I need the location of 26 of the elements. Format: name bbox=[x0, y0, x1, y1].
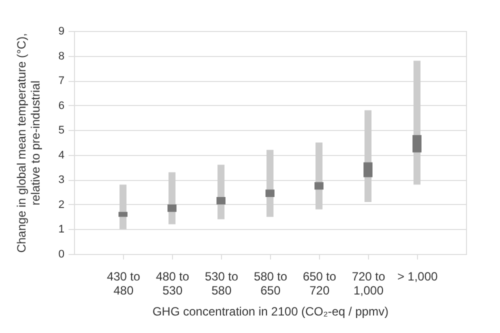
bar bbox=[412, 135, 422, 152]
x-tick-label: 580 to 650 bbox=[254, 270, 288, 298]
y-tick-label: 6 bbox=[58, 100, 64, 112]
y-tick-label: 3 bbox=[58, 174, 64, 186]
bar bbox=[314, 182, 324, 190]
y-tick-label: 0 bbox=[58, 248, 64, 260]
y-tick-label: 7 bbox=[58, 75, 64, 88]
y-tick-label: 8 bbox=[58, 50, 64, 62]
x-tick-label: 650 to 720 bbox=[302, 270, 336, 298]
x-tick-label: > 1,000 bbox=[397, 270, 438, 284]
bar bbox=[364, 162, 372, 178]
y-tick-label: 9 bbox=[58, 26, 64, 38]
bar bbox=[216, 197, 226, 204]
x-tick-label: 720 to 1,000 bbox=[352, 270, 386, 298]
y-tick-label: 2 bbox=[58, 198, 64, 211]
y-tick-label: 1 bbox=[58, 224, 64, 236]
y-axis-title: Change in global mean temperature (°C), relative to pre-industrial bbox=[14, 33, 42, 253]
y-tick-label: 4 bbox=[58, 149, 64, 162]
x-axis-title: GHG concentration in 2100 (CO₂-eq / ppmv) bbox=[152, 304, 389, 318]
x-tick-label: 480 to 530 bbox=[156, 270, 190, 298]
bar bbox=[168, 204, 176, 212]
bar bbox=[266, 190, 274, 198]
x-tick-label: 530 to 580 bbox=[204, 270, 238, 298]
x-tick-label: 430 to 480 bbox=[106, 270, 140, 298]
bar bbox=[118, 212, 128, 217]
y-tick-label: 5 bbox=[58, 124, 64, 137]
